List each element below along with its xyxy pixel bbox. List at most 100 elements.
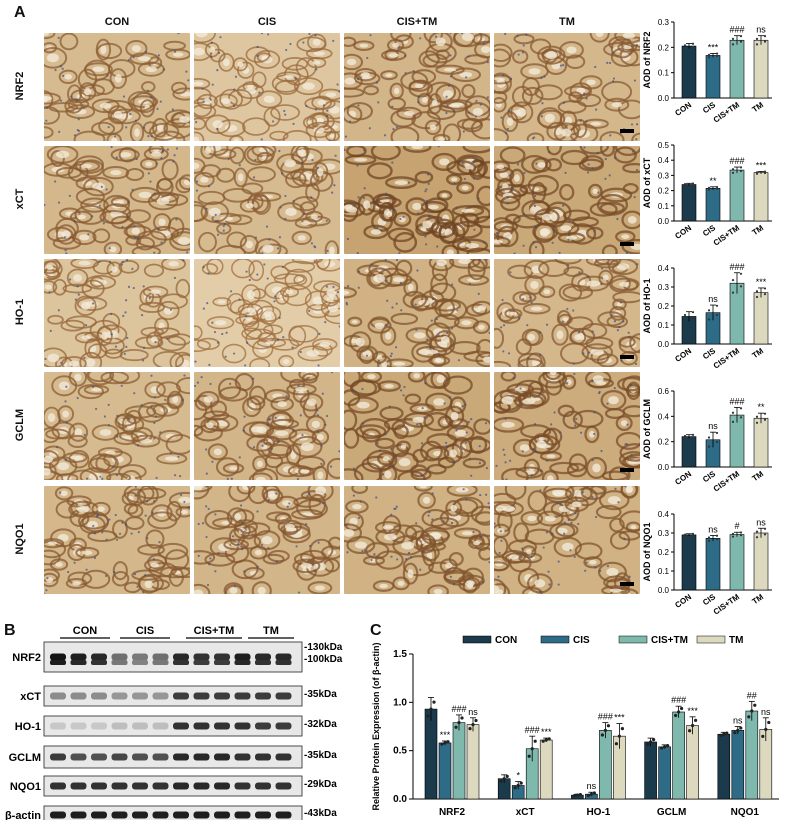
data-point [764,727,768,731]
data-point [763,293,767,296]
data-point [575,793,579,797]
data-point [731,532,735,535]
data-point [502,777,506,781]
data-point [691,723,695,728]
bar [672,711,685,800]
blot-band [193,660,210,665]
data-point [440,742,444,746]
ihc-tissue-image [494,33,640,141]
blot-band [193,782,210,790]
significance-label: ns [587,781,597,791]
bar [753,39,769,99]
blot-band [234,660,251,665]
x-tick-label: CIS+TM [712,592,742,617]
data-point [683,319,687,322]
ihc-column-heading: CIS [257,16,277,28]
aod-chart: 0.0 0.1 0.2 0.3 0.4 AOD of NQO1 CON ns CIS # CIS+T… [642,510,772,617]
y-tick-label: 0.0 [658,340,670,349]
legend-label: TM [729,635,743,646]
blot-band [275,753,292,761]
blot-group-label: CIS+TM [194,625,235,637]
blot-band [173,660,189,665]
data-point [739,726,743,730]
blot-band [173,653,189,661]
blot-band [152,782,169,790]
blot-band [50,753,66,761]
x-tick-label: HO-1 [586,807,610,818]
x-tick-label: CIS [701,223,718,238]
y-tick-label: 0.4 [658,156,670,165]
blot-band [234,753,251,761]
significance-label: *** [687,706,698,716]
data-point [739,285,743,288]
data-point [763,40,767,43]
data-point [739,407,743,410]
blot-band [91,660,107,665]
data-point [617,734,621,738]
data-point [680,706,684,711]
data-point [707,56,711,59]
data-point [719,733,723,737]
data-point [443,741,447,745]
data-point [683,44,687,47]
data-point [731,535,735,538]
data-point [739,531,743,534]
ihc-row-heading: xCT [14,188,26,210]
x-tick-label: TM [751,346,766,360]
y-tick-label: 0.2 [658,438,670,447]
bar [644,741,657,800]
data-point [474,718,478,723]
x-tick-label: CIS [701,469,718,484]
legend-swatch [618,635,648,644]
data-point [731,171,735,174]
data-point [460,716,464,720]
y-tick-label: 0.5 [393,746,407,757]
x-tick-label: CIS+TM [712,100,742,125]
bar [705,188,721,222]
y-tick-label: 0.6 [658,387,670,396]
ihc-tissue-image [494,146,640,254]
protein-expression-chart: 0.0 0.5 1.0 1.5 Relative Protein Expression … [371,635,779,818]
blot-band [70,782,87,790]
aod-chart: 0.0 0.1 0.2 0.3 0.4 AOD of HO-1 CON ns CIS ### CIS… [642,262,772,371]
ihc-row-heading: GCLM [14,408,26,442]
blot-band [70,722,87,730]
y-tick-label: 0.0 [393,794,407,805]
blot-band [214,753,230,761]
blot-band [193,653,210,661]
bar [438,742,452,800]
significance-label: ### [729,396,744,406]
data-point [457,721,461,725]
blot-band [132,653,148,661]
bar [729,414,745,468]
bar [731,730,745,800]
data-point [739,169,743,173]
data-point [755,421,759,424]
significance-label: *** [756,160,767,170]
blot-band [275,692,292,700]
ihc-tissue-image [44,33,190,141]
western-blot-panel: CON CIS CIS+TM TM NRF2 xCT HO-1 GCLM NQO1 β-actin… [5,625,343,820]
y-axis-label: AOD of xCT [642,157,652,208]
x-tick-label: NQO1 [731,807,760,818]
significance-label: ns [708,524,718,534]
significance-label: ns [756,517,766,527]
data-point [750,709,754,713]
ihc-tissue-image [344,33,490,141]
ihc-tissue-image [194,33,340,141]
y-tick-label: 0.0 [658,463,670,472]
blot-band [70,692,87,700]
blot-band [132,722,148,730]
blot-protein-label: GCLM [9,752,41,764]
data-point [572,794,576,798]
data-point [677,710,681,714]
blot-band [255,660,271,665]
significance-label: ns [733,716,743,726]
data-point [707,436,711,439]
blot-band [111,653,128,661]
blot-band [50,660,66,665]
kda-marker: -130kDa [304,642,343,653]
bar [729,39,745,99]
data-point [649,740,653,744]
aod-chart: 0.0 0.1 0.2 0.3 AOD of NRF2 CON *** CIS ### CIS+T… [642,18,772,125]
